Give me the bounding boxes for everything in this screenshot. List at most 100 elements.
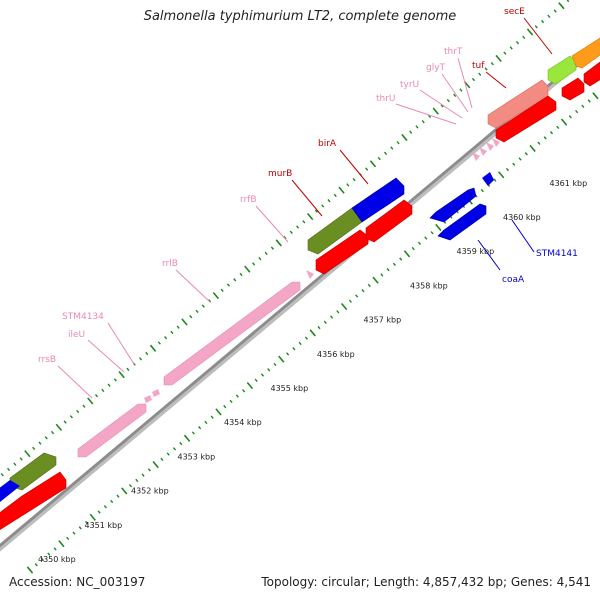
feature-red-secE[interactable]	[561, 77, 585, 101]
outer-tick	[526, 28, 534, 36]
inner-tick	[110, 499, 114, 504]
outer-tick	[333, 193, 337, 198]
inner-tick	[560, 118, 568, 126]
feature-glyT[interactable]	[486, 142, 494, 151]
feature-rrlB[interactable]	[163, 281, 301, 386]
gene-label-tuf[interactable]: tuf	[472, 61, 485, 71]
outer-tick	[19, 457, 23, 461]
feature-orange[interactable]	[571, 36, 600, 69]
feature-red-far[interactable]	[583, 61, 600, 87]
inner-tick	[267, 368, 271, 372]
inner-tick	[84, 520, 89, 525]
feature-rrsB[interactable]	[77, 403, 147, 458]
gene-label-rrfB[interactable]: rrfB	[240, 195, 257, 205]
feature-thrU[interactable]	[472, 152, 480, 161]
inner-tick	[392, 262, 396, 267]
inner-tick	[298, 341, 302, 346]
inner-tick	[147, 468, 151, 472]
outer-tick	[421, 120, 425, 124]
inner-tick	[323, 320, 327, 325]
feature-left-red-1[interactable]	[0, 471, 67, 536]
inner-tick	[336, 310, 340, 314]
inner-tick	[116, 494, 120, 498]
inner-tick	[183, 434, 191, 442]
gene-label-glyT[interactable]: glyT	[426, 63, 446, 73]
leader-line-ileU	[87, 339, 125, 373]
feature-tyrU[interactable]	[479, 147, 487, 156]
feature-left-blue[interactable]	[0, 480, 20, 502]
gene-label-secE[interactable]: secE	[504, 7, 525, 17]
outer-tick	[459, 88, 463, 92]
leader-line-glyT	[441, 73, 469, 113]
outer-tick	[87, 397, 94, 405]
gene-label-STM4134[interactable]: STM4134	[62, 312, 104, 322]
feature-coaA[interactable]	[437, 203, 487, 241]
inner-tick	[568, 115, 572, 119]
outer-tick	[226, 283, 231, 287]
outer-tick	[201, 304, 205, 308]
gene-label-STM4141[interactable]: STM4141	[536, 249, 578, 259]
gene-label-rrsB[interactable]: rrsB	[38, 355, 56, 365]
inner-tick	[97, 510, 101, 514]
outer-tick	[101, 388, 105, 393]
feature-blue-a[interactable]	[429, 187, 477, 223]
leader-line-tyrU	[419, 89, 463, 119]
feature-ileU[interactable]	[144, 395, 152, 403]
inner-tick	[141, 473, 145, 477]
axis-tick-label: 4355 kbp	[271, 384, 309, 393]
inner-tick	[210, 415, 214, 419]
gene-label-thrT[interactable]: thrT	[444, 47, 463, 57]
gene-label-birA[interactable]: birA	[318, 139, 337, 149]
axis-tick-label: 4358 kbp	[410, 281, 448, 290]
inner-tick	[411, 246, 415, 251]
inner-tick	[78, 526, 82, 530]
outer-tick	[157, 341, 161, 345]
inner-tick	[47, 552, 51, 556]
inner-tick	[166, 452, 170, 456]
gene-label-ileU[interactable]: ileU	[68, 330, 85, 340]
feature-red-tuf[interactable]	[495, 95, 557, 143]
feature-STM4134[interactable]	[152, 389, 160, 397]
inner-tick	[505, 167, 510, 172]
outer-tick	[522, 35, 526, 40]
inner-tick	[278, 355, 285, 363]
gene-label-rrlB[interactable]: rrlB	[162, 259, 178, 269]
feature-STM4141[interactable]	[482, 172, 494, 186]
axis-tick-label: 4360 kbp	[503, 213, 541, 222]
inner-tick	[430, 231, 434, 235]
feature-lime[interactable]	[547, 55, 577, 85]
feature-red-birA[interactable]	[365, 199, 413, 243]
inner-tick	[549, 130, 554, 135]
inner-tick	[340, 302, 348, 311]
inner-tick	[399, 257, 403, 261]
feature-red-murB[interactable]	[315, 229, 369, 275]
inner-tick	[191, 431, 195, 435]
gene-label-coaA[interactable]: coaA	[502, 275, 525, 285]
axis-tick-label: 4353 kbp	[178, 452, 216, 461]
outer-tick	[396, 141, 400, 145]
outer-tick	[264, 251, 268, 256]
inner-tick	[286, 352, 290, 356]
axis-tick-label: 4356 kbp	[317, 350, 355, 359]
gene-label-tyrU[interactable]: tyrU	[400, 80, 419, 90]
outer-tick	[509, 46, 513, 50]
axis-tick-label: 4352 kbp	[131, 487, 169, 496]
feature-rrfB[interactable]	[306, 270, 314, 279]
feature-birA[interactable]	[351, 177, 405, 223]
inner-tick	[152, 461, 159, 469]
outer-tick	[170, 330, 174, 335]
inner-tick	[512, 162, 516, 166]
outer-tick	[118, 371, 125, 379]
inner-tick	[58, 540, 65, 548]
outer-tick	[503, 51, 507, 55]
gene-label-murB[interactable]: murB	[268, 169, 292, 179]
outer-tick	[107, 383, 111, 387]
inner-tick	[581, 104, 585, 108]
axis-tick-label: 4350 kbp	[38, 555, 76, 564]
inner-tick	[556, 125, 560, 130]
inner-tick	[417, 241, 422, 245]
feature-thrT[interactable]	[492, 138, 500, 147]
outer-tick	[212, 291, 220, 300]
gene-label-thrU[interactable]: thrU	[376, 94, 396, 104]
outer-tick	[446, 98, 450, 103]
